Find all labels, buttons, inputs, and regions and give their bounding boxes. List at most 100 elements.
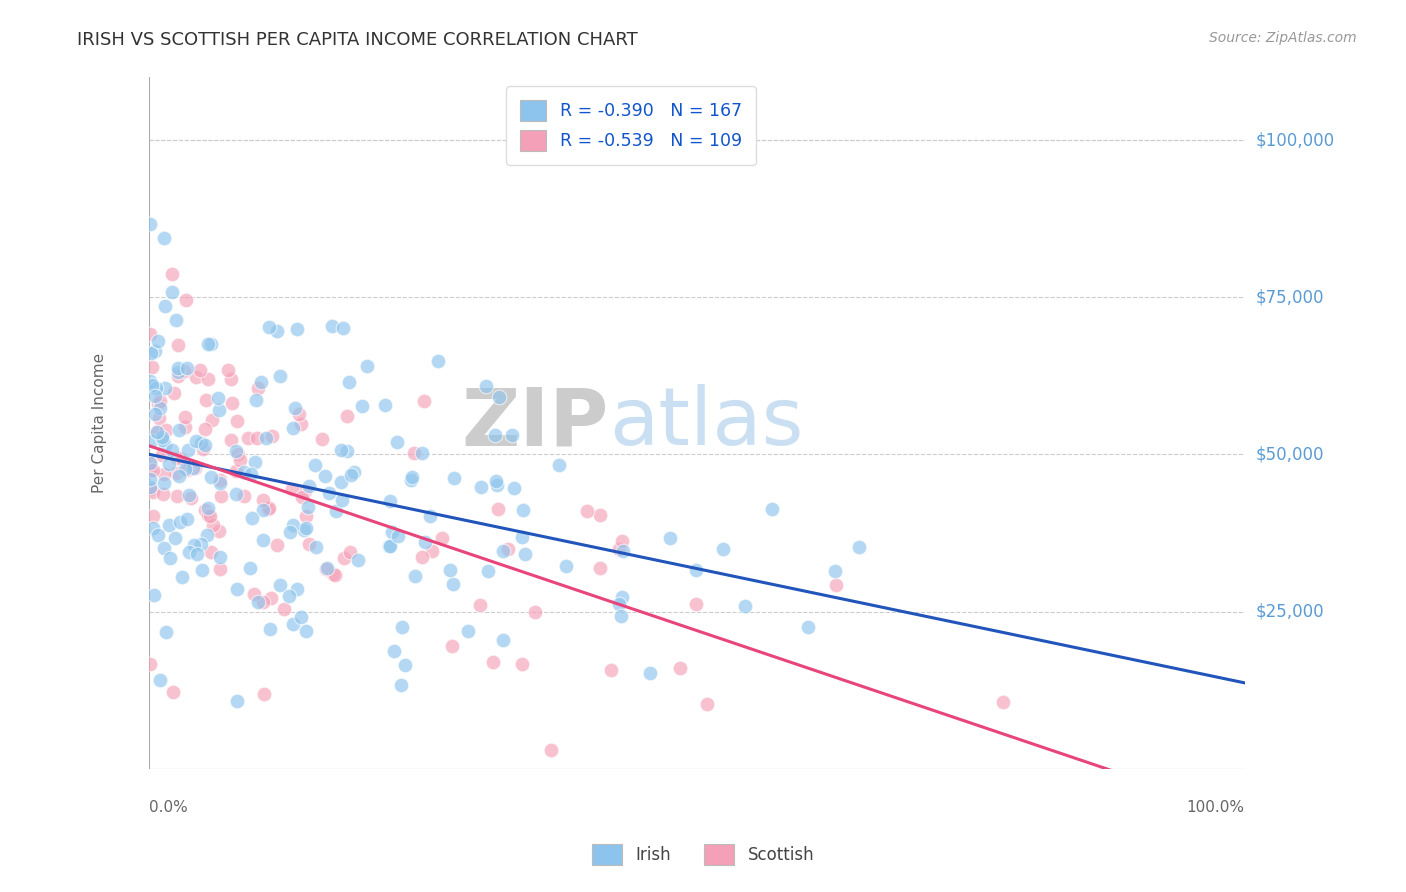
- Point: [200, 336, 222, 351]
- Point: [292, 523, 315, 537]
- Point: [482, 655, 505, 669]
- Point: [207, 391, 229, 405]
- Point: [152, 541, 174, 556]
- Point: [180, 491, 202, 505]
- Point: [166, 361, 188, 376]
- Point: [430, 531, 453, 545]
- Point: [153, 438, 176, 452]
- Point: [734, 599, 756, 613]
- Point: [318, 486, 340, 500]
- Point: [607, 597, 630, 611]
- Point: [139, 375, 162, 389]
- Point: [411, 445, 433, 459]
- Point: [547, 458, 569, 472]
- Point: [311, 432, 333, 446]
- Point: [153, 467, 176, 482]
- Text: atlas: atlas: [609, 384, 803, 462]
- Point: [139, 326, 162, 341]
- Point: [295, 624, 318, 639]
- Point: [266, 325, 288, 339]
- Point: [323, 568, 346, 582]
- Point: [236, 431, 259, 445]
- Point: [314, 469, 336, 483]
- Point: [191, 442, 214, 456]
- Point: [797, 620, 820, 634]
- Point: [174, 293, 197, 307]
- Point: [209, 489, 232, 503]
- Point: [183, 460, 205, 475]
- Point: [219, 433, 242, 447]
- Point: [208, 473, 231, 487]
- Point: [173, 364, 195, 378]
- Point: [174, 462, 197, 476]
- Point: [343, 466, 366, 480]
- Point: [190, 563, 212, 577]
- Point: [139, 345, 162, 359]
- Point: [243, 455, 266, 469]
- Point: [492, 633, 515, 648]
- Point: [148, 411, 170, 425]
- Point: [145, 424, 167, 438]
- Point: [825, 577, 848, 591]
- Point: [197, 336, 219, 351]
- Point: [273, 602, 295, 616]
- Point: [257, 320, 280, 334]
- Point: [142, 509, 165, 524]
- Point: [146, 334, 169, 348]
- Point: [173, 410, 195, 425]
- Point: [217, 363, 239, 377]
- Point: [181, 461, 204, 475]
- Point: [150, 430, 173, 444]
- Point: [848, 541, 870, 555]
- Point: [176, 511, 198, 525]
- Point: [297, 500, 319, 514]
- Point: [177, 442, 200, 457]
- Point: [304, 458, 326, 473]
- Point: [284, 401, 307, 416]
- Point: [153, 299, 176, 313]
- Point: [283, 518, 305, 533]
- Point: [485, 475, 508, 489]
- Point: [488, 501, 510, 516]
- Point: [165, 313, 187, 327]
- Point: [269, 578, 291, 592]
- Point: [283, 421, 305, 435]
- Point: [496, 541, 519, 556]
- Point: [197, 500, 219, 515]
- Point: [470, 598, 492, 612]
- Point: [166, 489, 188, 503]
- Point: [186, 547, 208, 561]
- Point: [208, 524, 231, 539]
- Point: [412, 394, 434, 409]
- Point: [350, 399, 373, 413]
- Point: [387, 529, 409, 543]
- Point: [233, 489, 256, 503]
- Point: [194, 502, 217, 516]
- Point: [696, 697, 718, 711]
- Point: [336, 443, 359, 458]
- Point: [413, 534, 436, 549]
- Text: Source: ZipAtlas.com: Source: ZipAtlas.com: [1209, 31, 1357, 45]
- Point: [155, 624, 177, 639]
- Point: [356, 359, 378, 374]
- Point: [540, 743, 562, 757]
- Point: [246, 431, 269, 445]
- Point: [190, 436, 212, 450]
- Point: [245, 392, 267, 407]
- Point: [167, 423, 190, 437]
- Point: [443, 471, 465, 485]
- Point: [685, 563, 707, 577]
- Point: [824, 564, 846, 578]
- Point: [194, 392, 217, 407]
- Point: [524, 605, 547, 619]
- Point: [315, 562, 337, 576]
- Point: [502, 481, 524, 495]
- Point: [176, 463, 198, 477]
- Point: [394, 658, 416, 673]
- Point: [513, 547, 536, 561]
- Point: [609, 609, 631, 624]
- Point: [146, 528, 169, 542]
- Point: [159, 550, 181, 565]
- Point: [389, 677, 412, 691]
- Point: [374, 398, 396, 412]
